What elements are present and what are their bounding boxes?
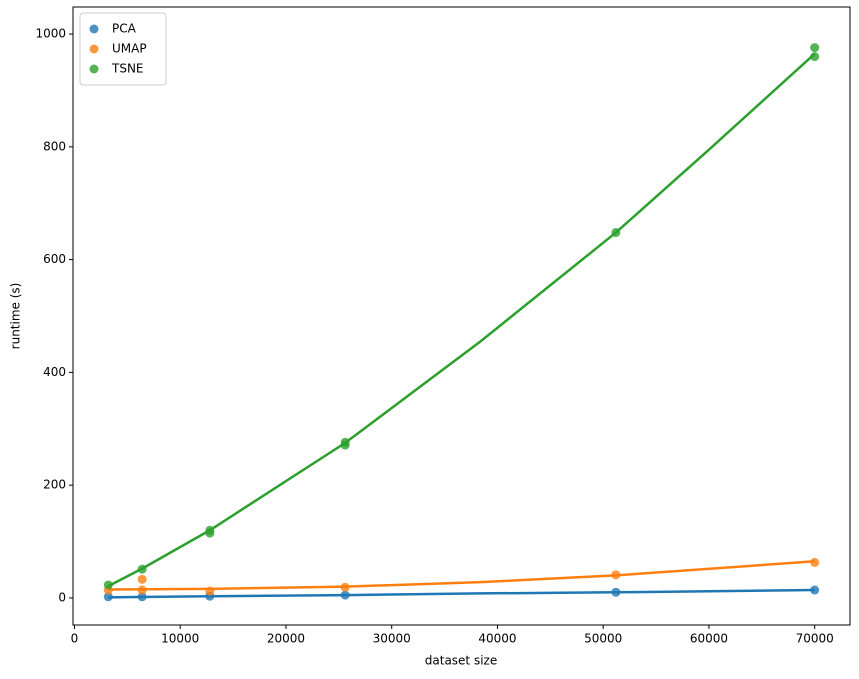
legend-marker (89, 24, 99, 34)
y-axis-label: runtime (s) (9, 283, 23, 350)
x-tick-label: 40000 (478, 632, 516, 646)
x-axis-label: dataset size (425, 654, 497, 668)
x-tick-label: 10000 (161, 632, 199, 646)
y-tick-label: 0 (58, 590, 66, 604)
legend-label: TSNE (111, 62, 144, 76)
point (137, 574, 147, 584)
x-tick-label: 30000 (373, 632, 411, 646)
legend-box (79, 12, 167, 86)
y-tick-label: 200 (43, 478, 66, 492)
y-tick-label: 1000 (35, 27, 66, 41)
x-tick-label: 0 (71, 632, 79, 646)
fit-line (107, 52, 816, 588)
legend-label: UMAP (112, 42, 147, 56)
fit-line (108, 560, 815, 591)
legend-marker (89, 44, 99, 54)
legend-marker (89, 64, 99, 74)
x-tick-label: 20000 (267, 632, 305, 646)
plot-frame (72, 6, 851, 626)
x-tick-label: 70000 (796, 632, 834, 646)
y-tick-label: 400 (43, 365, 66, 379)
y-tick-label: 800 (43, 139, 66, 153)
legend: PCA UMAP TSNE (79, 12, 167, 86)
fit-line (108, 588, 815, 599)
y-tick-label: 600 (43, 252, 66, 266)
x-tick-label: 50000 (584, 632, 622, 646)
x-tick-label: 60000 (690, 632, 728, 646)
legend-label: PCA (112, 22, 137, 36)
point (810, 43, 820, 53)
